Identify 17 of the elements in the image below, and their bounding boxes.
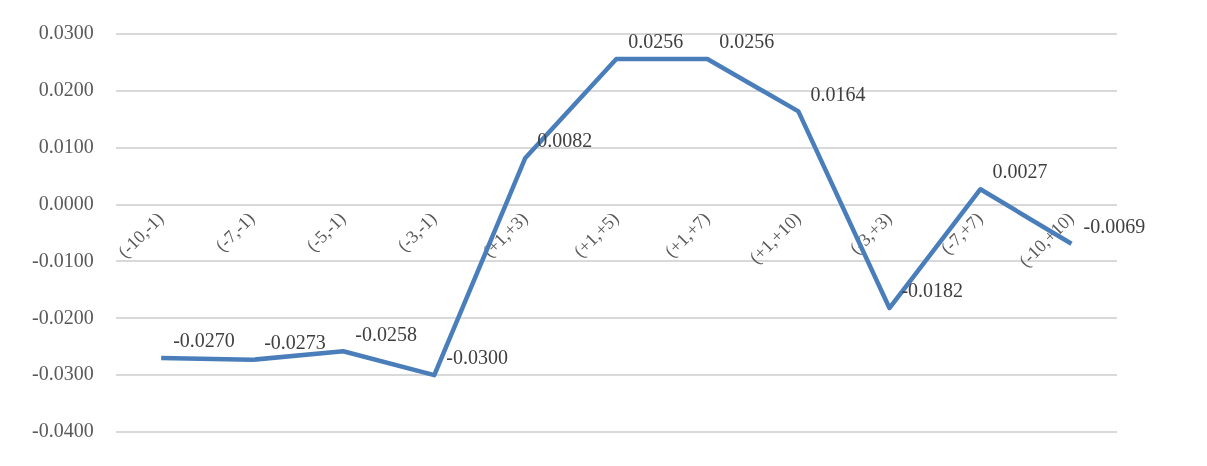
y-tick-label: 0.0200: [38, 78, 94, 101]
y-tick-label: -0.0400: [31, 419, 94, 442]
y-tick-label: 0.0000: [38, 191, 94, 214]
data-label: 0.0027: [992, 160, 1048, 183]
y-tick-label: 0.0300: [38, 21, 94, 44]
y-tick-label: -0.0200: [31, 305, 94, 328]
data-label: 0.0256: [719, 30, 775, 53]
data-label: 0.0256: [628, 30, 684, 53]
data-label: -0.0273: [264, 331, 326, 354]
y-tick-label: -0.0100: [31, 248, 94, 271]
data-label: -0.0069: [1083, 215, 1146, 238]
data-label: -0.0300: [446, 346, 508, 369]
data-label: 0.0164: [810, 82, 866, 105]
data-label: -0.0270: [173, 329, 235, 352]
y-tick-label: 0.0100: [38, 134, 94, 157]
y-tick-label: -0.0300: [31, 362, 94, 385]
data-label: -0.0258: [355, 322, 417, 345]
